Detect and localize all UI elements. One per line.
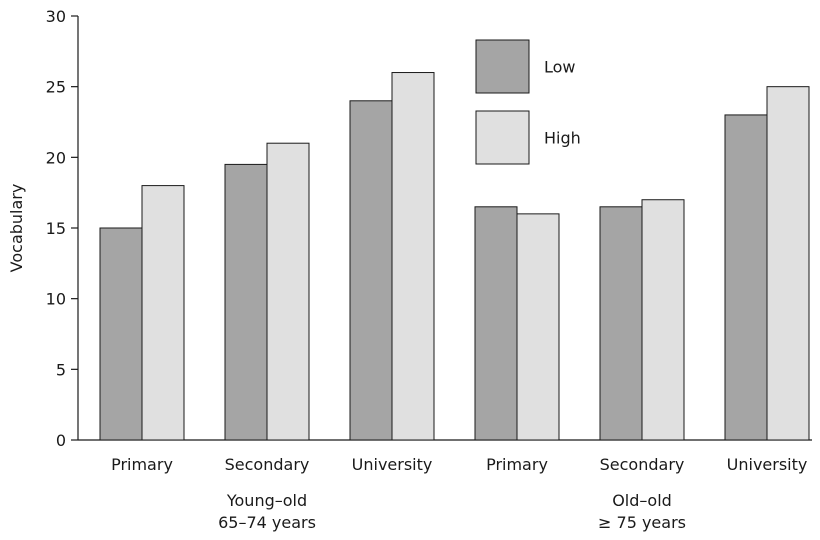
y-tick-label: 15 (46, 219, 66, 238)
y-tick-label: 20 (46, 148, 66, 167)
y-axis: 0 5 10 15 20 25 30 (46, 7, 79, 450)
x-tick-label: University (727, 455, 808, 474)
x-tick-label: Primary (486, 455, 548, 474)
y-tick-label: 0 (56, 431, 66, 450)
bar-low-1 (224, 163, 268, 441)
x-tick-label: Primary (111, 455, 173, 474)
legend-label-high: High (544, 129, 581, 148)
legend-swatch-high (475, 110, 530, 165)
bar-low-5 (724, 114, 768, 441)
bar-high-2 (391, 72, 435, 441)
y-tick-label: 30 (46, 7, 66, 26)
bar-high-3 (516, 213, 560, 441)
x-tick-label: University (352, 455, 433, 474)
group-label-line1: Young–old (226, 491, 307, 510)
y-axis-title: Vocabulary (7, 184, 26, 273)
group-label-line1: Old–old (612, 491, 672, 510)
group-label-line2: 65–74 years (218, 513, 316, 532)
y-tick-label: 10 (46, 290, 66, 309)
bar-low-0 (99, 227, 143, 441)
x-tick-label: Secondary (600, 455, 685, 474)
bars (99, 72, 810, 441)
bar-high-4 (641, 199, 685, 441)
bar-high-0 (141, 185, 185, 441)
bar-low-2 (349, 100, 393, 441)
y-tick-label: 5 (56, 360, 66, 379)
legend-label-low: Low (544, 58, 576, 77)
bar-high-1 (266, 142, 310, 441)
legend-swatch-low (475, 39, 530, 94)
x-tick-label: Secondary (225, 455, 310, 474)
bar-low-4 (599, 206, 643, 441)
bar-low-3 (474, 206, 518, 441)
legend: Low High (475, 39, 581, 165)
bar-high-5 (766, 86, 810, 441)
group-label-line2: ≥ 75 years (598, 513, 686, 532)
x-axis: Primary Secondary University Primary Seconda… (78, 439, 812, 532)
y-tick-label: 25 (46, 78, 66, 97)
